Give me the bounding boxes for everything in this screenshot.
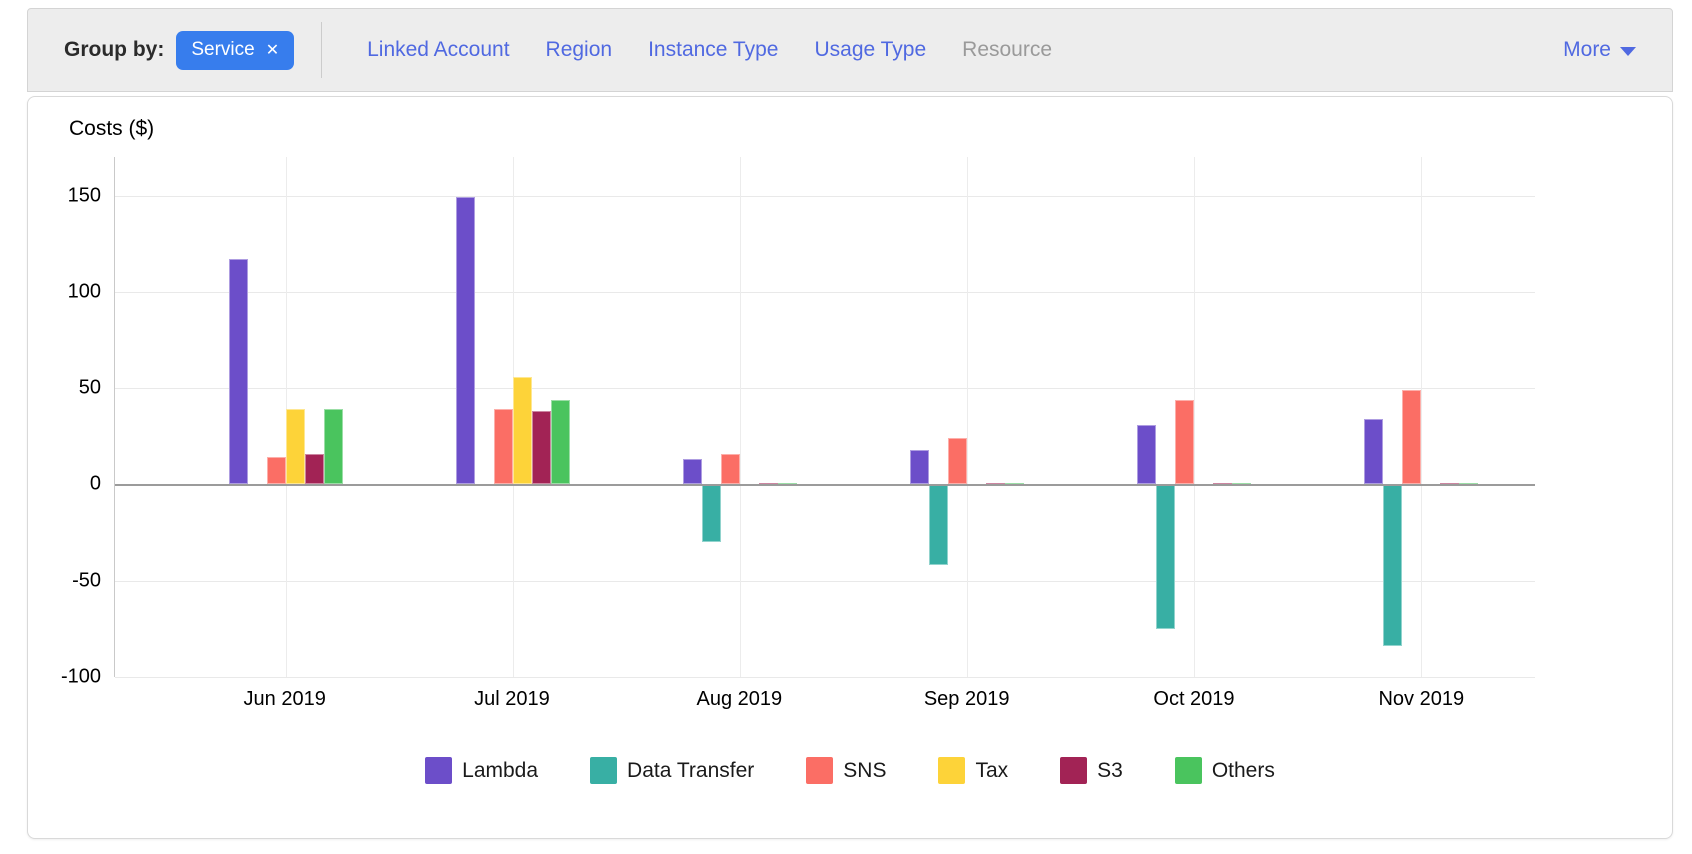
- chart-title: Costs ($): [69, 117, 155, 140]
- legend-label: Tax: [975, 758, 1009, 782]
- month-column: [399, 157, 626, 677]
- bar-sns[interactable]: [493, 409, 513, 485]
- x-tick-label: Jun 2019: [243, 688, 326, 710]
- chip-label: Service: [191, 39, 255, 60]
- y-tick-label: -50: [72, 569, 101, 592]
- legend-swatch: [938, 757, 966, 784]
- legend-label: Others: [1211, 758, 1275, 782]
- y-tick-label: 50: [78, 376, 101, 399]
- chart-panel: Costs ($) 150 100 50 0 -50 -100 Jun 2019 Jul 2…: [27, 96, 1673, 839]
- bar-data-transfer[interactable]: [1156, 484, 1176, 629]
- plot-area: 150 100 50 0 -50 -100: [61, 157, 1535, 688]
- group-by-option-linked-account[interactable]: Linked Account: [367, 38, 510, 61]
- bar-sns[interactable]: [948, 438, 968, 485]
- legend-swatch: [590, 757, 618, 784]
- legend-item-tax[interactable]: Tax: [938, 757, 1008, 784]
- legend-item-sns[interactable]: SNS: [806, 757, 886, 784]
- group-by-option-instance-type[interactable]: Instance Type: [648, 38, 779, 61]
- bar-data-transfer[interactable]: [929, 484, 949, 566]
- gridline: [1421, 157, 1423, 677]
- legend-item-others[interactable]: Others: [1174, 757, 1275, 784]
- gridline: [115, 580, 1535, 582]
- legend-item-lambda[interactable]: Lambda: [425, 757, 538, 784]
- bar-data-transfer[interactable]: [1383, 484, 1403, 647]
- plot-columns: [172, 157, 1535, 677]
- legend-swatch: [806, 757, 834, 784]
- x-tick-label: Oct 2019: [1153, 688, 1235, 710]
- y-tick-label: -100: [60, 665, 101, 688]
- legend-label: Data Transfer: [627, 758, 755, 782]
- legend-swatch: [425, 757, 453, 784]
- bar-others[interactable]: [550, 399, 570, 485]
- bar-lambda[interactable]: [455, 197, 475, 485]
- bar-lambda[interactable]: [228, 259, 248, 485]
- month-column: [1081, 157, 1308, 677]
- bar-lambda[interactable]: [1137, 424, 1157, 485]
- group-by-options: Linked Account Region Instance Type Usage T…: [349, 38, 1070, 62]
- gridline: [1194, 157, 1196, 677]
- y-tick-label: 150: [67, 184, 101, 207]
- legend-label: SNS: [843, 758, 887, 782]
- zero-line: [115, 484, 1535, 487]
- legend-swatch: [1174, 757, 1202, 784]
- bar-sns[interactable]: [720, 453, 740, 485]
- group-by-label: Group by:: [64, 38, 165, 61]
- legend-item-s3[interactable]: S3: [1060, 757, 1123, 784]
- y-tick-label: 0: [89, 472, 101, 495]
- legend-label: Lambda: [462, 758, 539, 782]
- bar-sns[interactable]: [1402, 390, 1422, 485]
- legend-label: S3: [1097, 758, 1123, 782]
- gridline: [739, 157, 741, 677]
- month-column: [854, 157, 1081, 677]
- gridline: [115, 677, 1535, 678]
- bar-tax[interactable]: [285, 409, 305, 485]
- group-by-option-region[interactable]: Region: [545, 38, 613, 61]
- group-by-chip-service[interactable]: Service ✕: [176, 30, 295, 70]
- chevron-down-icon: [1620, 47, 1636, 56]
- y-tick-label: 100: [67, 280, 101, 303]
- chart-legend: Lambda Data Transfer SNS Tax S3 Others: [28, 757, 1672, 784]
- toolbar-divider: [321, 22, 323, 78]
- x-tick-label: Aug 2019: [696, 688, 783, 710]
- gridline: [115, 388, 1535, 390]
- bar-sns[interactable]: [266, 457, 286, 485]
- month-column: [626, 157, 853, 677]
- x-tick-label: Jul 2019: [474, 688, 550, 710]
- more-label: More: [1563, 38, 1611, 61]
- gridline: [115, 195, 1535, 197]
- group-by-toolbar: Group by: Service ✕ Linked Account Region…: [27, 8, 1673, 92]
- group-by-option-usage-type[interactable]: Usage Type: [814, 38, 927, 61]
- gridline: [115, 291, 1535, 293]
- legend-item-data-transfer[interactable]: Data Transfer: [590, 757, 754, 784]
- bar-tax[interactable]: [512, 376, 532, 485]
- bar-data-transfer[interactable]: [701, 484, 721, 543]
- month-column: [1308, 157, 1535, 677]
- bar-s3[interactable]: [531, 411, 551, 485]
- legend-swatch: [1060, 757, 1088, 784]
- remove-filter-icon[interactable]: ✕: [265, 42, 280, 59]
- group-by-option-resource: Resource: [962, 38, 1053, 61]
- more-menu-button[interactable]: More: [1563, 38, 1636, 62]
- gridline: [967, 157, 969, 677]
- month-column: [172, 157, 399, 677]
- bar-s3[interactable]: [304, 453, 324, 485]
- bar-lambda[interactable]: [910, 449, 930, 485]
- bar-lambda[interactable]: [682, 459, 702, 485]
- x-tick-label: Sep 2019: [923, 688, 1010, 710]
- bar-lambda[interactable]: [1364, 418, 1384, 485]
- x-axis: Jun 2019 Jul 2019 Aug 2019 Sep 2019 Oct 2019…: [171, 688, 1535, 711]
- x-tick-label: Nov 2019: [1378, 688, 1465, 710]
- bar-sns[interactable]: [1175, 399, 1195, 485]
- bar-others[interactable]: [323, 409, 343, 485]
